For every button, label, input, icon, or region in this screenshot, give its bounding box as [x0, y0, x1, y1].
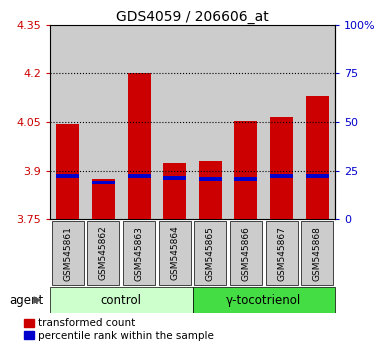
FancyBboxPatch shape	[230, 221, 262, 285]
Text: GSM545863: GSM545863	[135, 225, 144, 281]
Bar	[92, 179, 115, 219]
Bar	[85, 25, 121, 219]
Bar	[56, 124, 79, 219]
Bar	[270, 117, 293, 219]
Text: GSM545864: GSM545864	[170, 226, 179, 280]
Bar	[50, 25, 85, 219]
Bar	[163, 176, 186, 180]
Text: GSM545867: GSM545867	[277, 225, 286, 281]
Bar	[192, 25, 228, 219]
Bar	[157, 25, 192, 219]
Bar	[121, 25, 157, 219]
FancyBboxPatch shape	[301, 221, 333, 285]
Text: agent: agent	[10, 293, 44, 307]
Text: GSM545868: GSM545868	[313, 225, 321, 281]
Bar	[234, 121, 258, 219]
FancyBboxPatch shape	[159, 221, 191, 285]
Bar	[264, 25, 300, 219]
Bar	[300, 25, 335, 219]
Bar	[163, 163, 186, 219]
Bar	[127, 174, 151, 178]
Bar	[306, 174, 329, 178]
Text: γ-tocotrienol: γ-tocotrienol	[226, 293, 301, 307]
Bar	[228, 25, 264, 219]
Bar	[199, 177, 222, 181]
Bar	[199, 161, 222, 219]
Text: GSM545865: GSM545865	[206, 225, 215, 281]
FancyBboxPatch shape	[87, 221, 119, 285]
Bar	[270, 174, 293, 178]
Text: GSM545861: GSM545861	[64, 225, 72, 281]
Text: control: control	[101, 293, 142, 307]
Text: GSM545866: GSM545866	[241, 225, 250, 281]
FancyBboxPatch shape	[50, 287, 192, 313]
FancyBboxPatch shape	[52, 221, 84, 285]
Legend: transformed count, percentile rank within the sample: transformed count, percentile rank withi…	[25, 319, 214, 341]
Bar	[234, 177, 258, 181]
Bar	[127, 73, 151, 219]
Text: GSM545862: GSM545862	[99, 226, 108, 280]
Bar	[306, 96, 329, 219]
Bar	[92, 181, 115, 184]
FancyBboxPatch shape	[123, 221, 155, 285]
FancyBboxPatch shape	[194, 221, 226, 285]
FancyBboxPatch shape	[266, 221, 298, 285]
Bar	[56, 174, 79, 178]
FancyBboxPatch shape	[192, 287, 335, 313]
Title: GDS4059 / 206606_at: GDS4059 / 206606_at	[116, 10, 269, 24]
